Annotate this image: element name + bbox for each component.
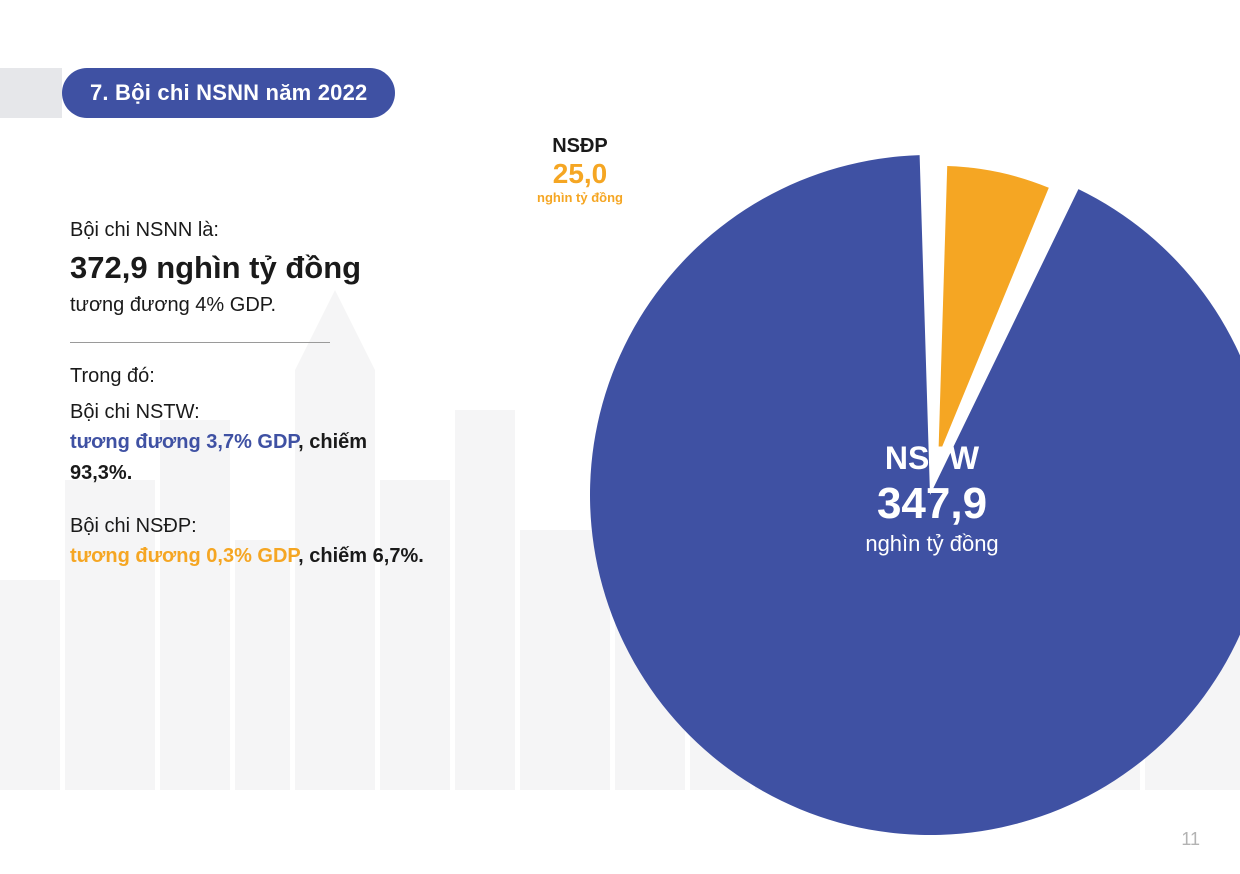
nsdp-bold: tương đương 0,3% GDP <box>70 545 298 567</box>
divider <box>70 342 330 343</box>
nstw-label: Bội chi NSTW: <box>70 397 430 427</box>
nsdp-unit: nghìn tỷ đồng <box>500 190 660 205</box>
intro-sub: tương đương 4% GDP. <box>70 290 430 320</box>
nsdp-callout: NSĐP 25,0 nghìn tỷ đồng <box>500 135 660 205</box>
left-column: Bội chi NSNN là: 372,9 nghìn tỷ đồng tươ… <box>70 215 430 572</box>
intro-value: 372,9 nghìn tỷ đồng <box>70 249 430 288</box>
nsdp-name: NSĐP <box>500 135 660 158</box>
nstw-value: 347,9 <box>792 479 1072 529</box>
nstw-name: NSTW <box>792 440 1072 477</box>
intro-label: Bội chi NSNN là: <box>70 215 430 245</box>
page-number: 11 <box>1181 829 1200 850</box>
nstw-line: tương đương 3,7% GDP, chiếm 93,3%. <box>70 427 430 489</box>
nsdp-value: 25,0 <box>500 158 660 190</box>
nstw-unit: nghìn tỷ đồng <box>792 531 1072 557</box>
nstw-center-label: NSTW 347,9 nghìn tỷ đồng <box>792 440 1072 557</box>
section-label: Trong đó: <box>70 361 430 391</box>
nsdp-rest: , chiếm 6,7%. <box>298 545 424 567</box>
nsdp-line: tương đương 0,3% GDP, chiếm 6,7%. <box>70 541 430 572</box>
nstw-bold: tương đương 3,7% GDP <box>70 431 298 453</box>
title-lead-bar <box>0 68 62 118</box>
nsdp-label: Bội chi NSĐP: <box>70 511 430 541</box>
nstw-block: Bội chi NSTW: tương đương 3,7% GDP, chiế… <box>70 397 430 489</box>
title-pill: 7. Bội chi NSNN năm 2022 <box>62 68 395 118</box>
slide: 7. Bội chi NSNN năm 2022 Bội chi NSNN là… <box>0 0 1240 874</box>
nsdp-block: Bội chi NSĐP: tương đương 0,3% GDP, chiế… <box>70 511 430 572</box>
title-bar: 7. Bội chi NSNN năm 2022 <box>0 68 395 118</box>
